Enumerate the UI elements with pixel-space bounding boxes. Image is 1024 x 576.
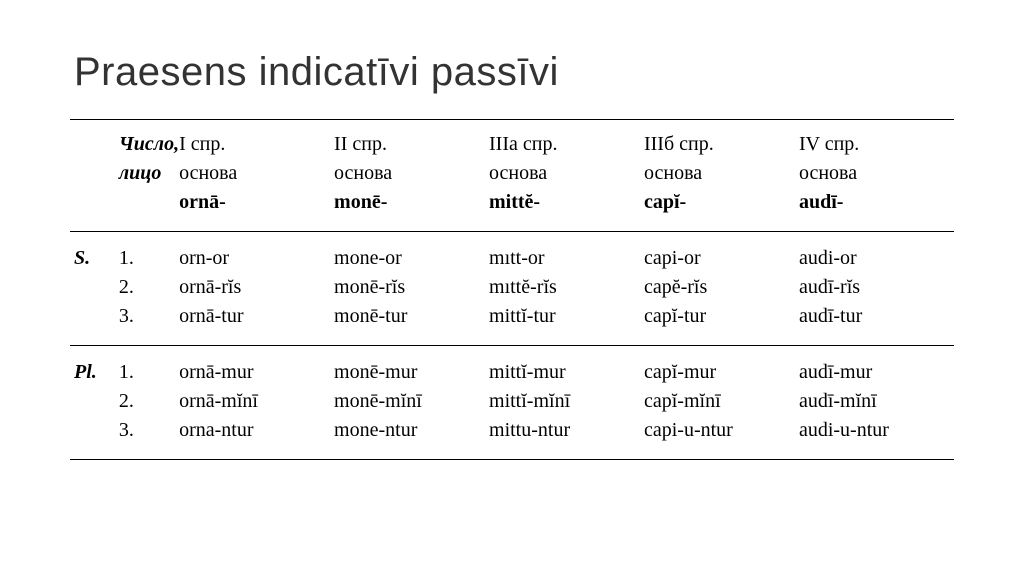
header-conj-4: IV спр. <box>799 133 859 155</box>
cell: audī-tur <box>799 302 954 346</box>
cell: capĕ-rĭs <box>644 273 799 302</box>
header-conj-3a: IIIа спр. <box>489 133 557 155</box>
person-label: 3. <box>119 302 179 346</box>
cell: audi-or <box>799 232 954 274</box>
header-stem-3b: capĭ- <box>644 191 686 213</box>
cell: mittĭ-tur <box>489 302 644 346</box>
cell: ornā-mĭnī <box>179 387 334 416</box>
table-header-row: Число, лицо I спр. основа ornā- II спр. … <box>70 120 954 232</box>
cell: audī-mur <box>799 346 954 388</box>
cell: capĭ-tur <box>644 302 799 346</box>
cell: mıttĕ-rĭs <box>489 273 644 302</box>
header-stem-4: audī- <box>799 191 843 213</box>
number-label: Pl. <box>70 346 119 388</box>
header-osnova: основа <box>489 162 547 184</box>
table-row: S. 1. orn-or mone-or mıtt-or capi-or aud… <box>70 232 954 274</box>
cell: ornā-mur <box>179 346 334 388</box>
cell: capi-u-ntur <box>644 416 799 460</box>
header-stem-1: ornā- <box>179 191 226 213</box>
table-row: 2. ornā-rĭs monē-rĭs mıttĕ-rĭs capĕ-rĭs … <box>70 273 954 302</box>
cell: mittu-ntur <box>489 416 644 460</box>
header-osnova: основа <box>179 162 237 184</box>
table-row: Pl. 1. ornā-mur monē-mur mittĭ-mur capĭ-… <box>70 346 954 388</box>
cell: capĭ-mĭnī <box>644 387 799 416</box>
cell: audi-u-ntur <box>799 416 954 460</box>
cell: capi-or <box>644 232 799 274</box>
cell: mone-ntur <box>334 416 489 460</box>
cell: ornā-tur <box>179 302 334 346</box>
person-label: 2. <box>119 387 179 416</box>
table-row: 2. ornā-mĭnī monē-mĭnī mittĭ-mĭnī capĭ-m… <box>70 387 954 416</box>
cell: monē-tur <box>334 302 489 346</box>
cell: mone-or <box>334 232 489 274</box>
header-stem-3a: mittĕ- <box>489 191 540 213</box>
header-osnova: основа <box>799 162 857 184</box>
person-label: 1. <box>119 346 179 388</box>
person-label: 1. <box>119 232 179 274</box>
header-osnova: основа <box>644 162 702 184</box>
header-num-line1: Число, <box>119 133 179 155</box>
cell: orna-ntur <box>179 416 334 460</box>
cell: monē-rĭs <box>334 273 489 302</box>
header-conj-1: I спр. <box>179 133 225 155</box>
cell: audī-rĭs <box>799 273 954 302</box>
header-conj-3b: IIIб спр. <box>644 133 714 155</box>
cell: mıtt-or <box>489 232 644 274</box>
cell: ornā-rĭs <box>179 273 334 302</box>
cell: mittĭ-mur <box>489 346 644 388</box>
header-osnova: основа <box>334 162 392 184</box>
header-stem-2: monē- <box>334 191 387 213</box>
cell: monē-mĭnī <box>334 387 489 416</box>
cell: orn-or <box>179 232 334 274</box>
cell: mittĭ-mĭnī <box>489 387 644 416</box>
number-label: S. <box>70 232 119 274</box>
conjugation-table: Число, лицо I спр. основа ornā- II спр. … <box>70 119 954 460</box>
person-label: 3. <box>119 416 179 460</box>
cell: capĭ-mur <box>644 346 799 388</box>
page-title: Praesens indicatīvi passīvi <box>74 50 954 95</box>
table-row: 3. orna-ntur mone-ntur mittu-ntur capi-u… <box>70 416 954 460</box>
table-row: 3. ornā-tur monē-tur mittĭ-tur capĭ-tur … <box>70 302 954 346</box>
cell: monē-mur <box>334 346 489 388</box>
person-label: 2. <box>119 273 179 302</box>
header-conj-2: II спр. <box>334 133 387 155</box>
cell: audī-mĭnī <box>799 387 954 416</box>
header-num-line2: лицо <box>119 162 162 184</box>
